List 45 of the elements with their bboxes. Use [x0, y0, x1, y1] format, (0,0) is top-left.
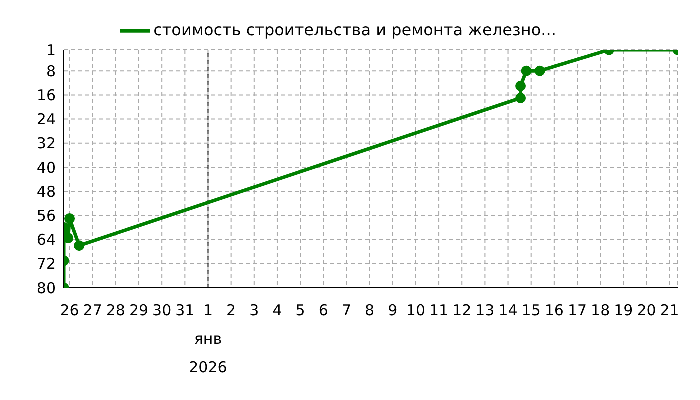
y-tick-label: 64: [36, 231, 56, 250]
x-tick-label: 11: [429, 302, 449, 320]
point: [64, 233, 74, 244]
y-tick-label: 32: [36, 134, 56, 153]
point: [516, 92, 526, 104]
point: [74, 240, 85, 252]
x-tick-label: 18: [591, 302, 610, 320]
y-tick-label: 72: [36, 255, 56, 274]
y-tick-label: 1: [46, 41, 56, 60]
x-tick-label: 7: [342, 302, 352, 320]
x-tick-label: 3: [250, 302, 260, 320]
x-tick-label: 2: [226, 302, 236, 320]
point: [64, 213, 76, 224]
y-tick-label: 40: [36, 158, 56, 177]
x-tick-label: 21: [660, 302, 680, 320]
y-tick-label: 48: [36, 182, 56, 201]
x-tick-label: 27: [83, 302, 102, 320]
point: [516, 80, 526, 92]
x-tick-label: 20: [637, 302, 656, 320]
x-tick-label: 17: [568, 302, 588, 320]
x-tick-label: 29: [129, 302, 149, 320]
y-tick-label: 24: [36, 110, 56, 129]
x-tick-label: 4: [272, 302, 282, 320]
x-tick-label: 10: [406, 302, 426, 320]
point: [521, 66, 532, 76]
x-tick-label: 26: [60, 302, 80, 320]
legend-label: стоимость строительства и ремонта железно...: [154, 20, 556, 40]
y-tick-label: 80: [36, 279, 56, 298]
x-tick-label: 13: [476, 302, 495, 320]
y-tick-label: 56: [36, 207, 56, 226]
x-tick-label: 9: [388, 302, 398, 320]
x-tick-label: 16: [544, 302, 564, 320]
x-tick-label: 5: [296, 302, 306, 320]
x-tick-label: 8: [365, 302, 375, 320]
x-tick-label: 15: [522, 302, 541, 320]
x-tick-label: 31: [176, 302, 195, 320]
y-tick-label: 8: [46, 62, 56, 80]
x-tick-label: 12: [452, 302, 472, 320]
y-tick-label: 16: [36, 86, 56, 105]
x-tick-label: 30: [152, 302, 172, 320]
x-tick-label: 28: [106, 302, 126, 320]
x-tick-label: 14: [498, 302, 518, 320]
x-tick-label: 19: [614, 302, 634, 320]
x-tick-label: 6: [318, 302, 328, 320]
point: [534, 66, 546, 76]
